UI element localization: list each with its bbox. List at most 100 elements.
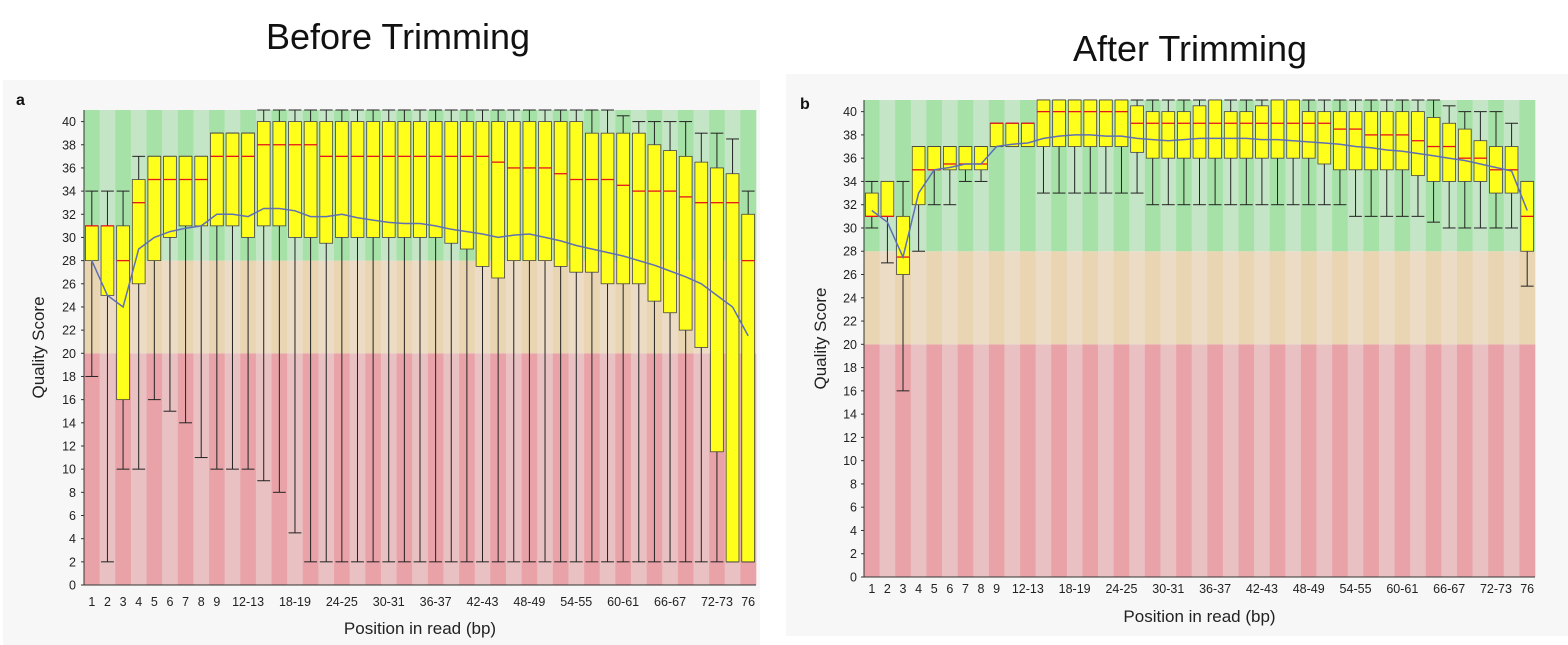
before-iqr-box: [569, 121, 584, 273]
after-zone-reasonable: [1332, 251, 1349, 345]
before-iqr-box: [335, 121, 349, 238]
before-y-tick-label: 32: [62, 208, 76, 222]
after-iqr-box: [1223, 111, 1238, 159]
after-mean-line: [871, 134, 1528, 260]
after-x-tick-label: 76: [1520, 582, 1534, 596]
after-zone-reasonable: [1285, 251, 1302, 345]
after-zone-reasonable: [1207, 251, 1224, 345]
after-iqr-box: [1083, 99, 1098, 147]
after-zone-reasonable: [988, 251, 1005, 345]
before-iqr-box: [663, 150, 677, 314]
after-zone-reasonable: [1020, 251, 1036, 345]
after-iqr-box: [1208, 99, 1222, 159]
after-iqr-box: [1317, 111, 1332, 165]
before-x-tick-label: 3: [120, 595, 127, 609]
after-zone-poor: [1129, 344, 1146, 577]
before-x-tick-label: 9: [213, 595, 220, 609]
before-iqr-box: [631, 132, 646, 285]
after-y-tick-label: 6: [850, 501, 857, 515]
after-iqr-box: [1177, 111, 1191, 159]
after-iqr-box: [989, 122, 1004, 147]
before-iqr-box: [256, 121, 271, 227]
after-x-tick-label: 60-61: [1386, 582, 1418, 596]
before-x-tick-label: 5: [151, 595, 158, 609]
before-x-tick-label: 12-13: [232, 595, 264, 609]
after-x-tick-label: 4: [915, 582, 922, 596]
before-x-tick-label: 4: [135, 595, 142, 609]
before-iqr-box: [210, 132, 224, 227]
after-x-tick-label: 1: [868, 582, 875, 596]
after-zone-reasonable: [1004, 251, 1021, 345]
after-x-tick-label: 7: [962, 582, 969, 596]
after-y-tick-label: 16: [843, 384, 857, 398]
after-y-tick-label: 14: [843, 408, 857, 422]
after-iqr-box: [880, 181, 895, 217]
before-y-tick-label: 14: [62, 416, 76, 430]
after-zone-reasonable: [1176, 251, 1192, 345]
after-zone-reasonable: [1316, 251, 1333, 345]
before-y-tick-label: 36: [62, 161, 76, 175]
after-y-tick-label: 26: [843, 268, 857, 282]
after-zone-poor: [1269, 344, 1286, 577]
after-zone-reasonable: [1066, 251, 1083, 345]
before-iqr-box: [444, 121, 459, 244]
after-zone-reasonable: [1160, 251, 1177, 345]
after-x-tick-label: 2: [884, 582, 891, 596]
after-iqr-box: [911, 146, 926, 206]
before-iqr-box: [616, 132, 630, 285]
after-iqr-box: [1442, 122, 1456, 182]
after-zone-poor: [1066, 344, 1083, 577]
after-y-tick-label: 32: [843, 198, 857, 212]
before-x-tick-label: 72-73: [701, 595, 733, 609]
before-zone-good: [115, 110, 132, 261]
after-x-tick-label: 6: [946, 582, 953, 596]
before-x-tick-label: 7: [182, 595, 189, 609]
after-zone-poor: [1222, 344, 1239, 577]
after-y-tick-label: 18: [843, 361, 857, 375]
after-zone-poor: [1051, 344, 1068, 577]
after-iqr-box: [1301, 111, 1316, 159]
after-zone-poor: [1176, 344, 1192, 577]
after-zone-poor: [910, 344, 927, 577]
before-y-tick-label: 20: [62, 347, 76, 361]
before-iqr-box: [272, 121, 287, 227]
before-zone-poor: [193, 353, 210, 585]
after-iqr-box: [1067, 99, 1082, 147]
after-x-tick-label: 42-43: [1246, 582, 1278, 596]
after-iqr-box: [1239, 111, 1254, 159]
before-y-tick-label: 8: [69, 486, 76, 500]
before-y-tick-label: 34: [62, 185, 76, 199]
before-y-tick-label: 40: [62, 115, 76, 129]
after-y-tick-label: 2: [850, 547, 857, 561]
after-zone-reasonable: [1113, 251, 1130, 345]
before-x-axis-label: Position in read (bp): [344, 619, 496, 638]
before-y-axis-label: Quality Score: [29, 296, 48, 398]
after-zone-poor: [1519, 344, 1536, 577]
after-zone-reasonable: [1051, 251, 1068, 345]
after-zone-reasonable: [1222, 251, 1239, 345]
before-x-tick-label: 54-55: [560, 595, 592, 609]
after-x-tick-label: 5: [931, 582, 938, 596]
after-x-tick-label: 8: [978, 582, 985, 596]
after-zone-reasonable: [1410, 251, 1427, 345]
after-iqr-box: [1333, 111, 1347, 171]
after-zone-reasonable: [957, 251, 974, 345]
after-iqr-box: [1379, 111, 1394, 171]
after-zone-reasonable: [1441, 251, 1458, 345]
after-y-tick-label: 20: [843, 338, 857, 352]
before-iqr-box: [491, 121, 505, 279]
before-iqr-box: [475, 121, 490, 267]
after-zone-reasonable: [1144, 251, 1161, 345]
after-x-tick-label: 72-73: [1480, 582, 1512, 596]
before-y-tick-label: 28: [62, 254, 76, 268]
before-iqr-box: [366, 121, 380, 238]
before-iqr-box: [163, 155, 177, 238]
after-iqr-box: [1473, 140, 1488, 182]
after-zone-reasonable: [1425, 251, 1442, 345]
after-y-tick-label: 38: [843, 128, 857, 142]
after-x-tick-label: 3: [900, 582, 907, 596]
panel-label-b: b: [800, 96, 810, 113]
after-zone-poor: [1425, 344, 1442, 577]
